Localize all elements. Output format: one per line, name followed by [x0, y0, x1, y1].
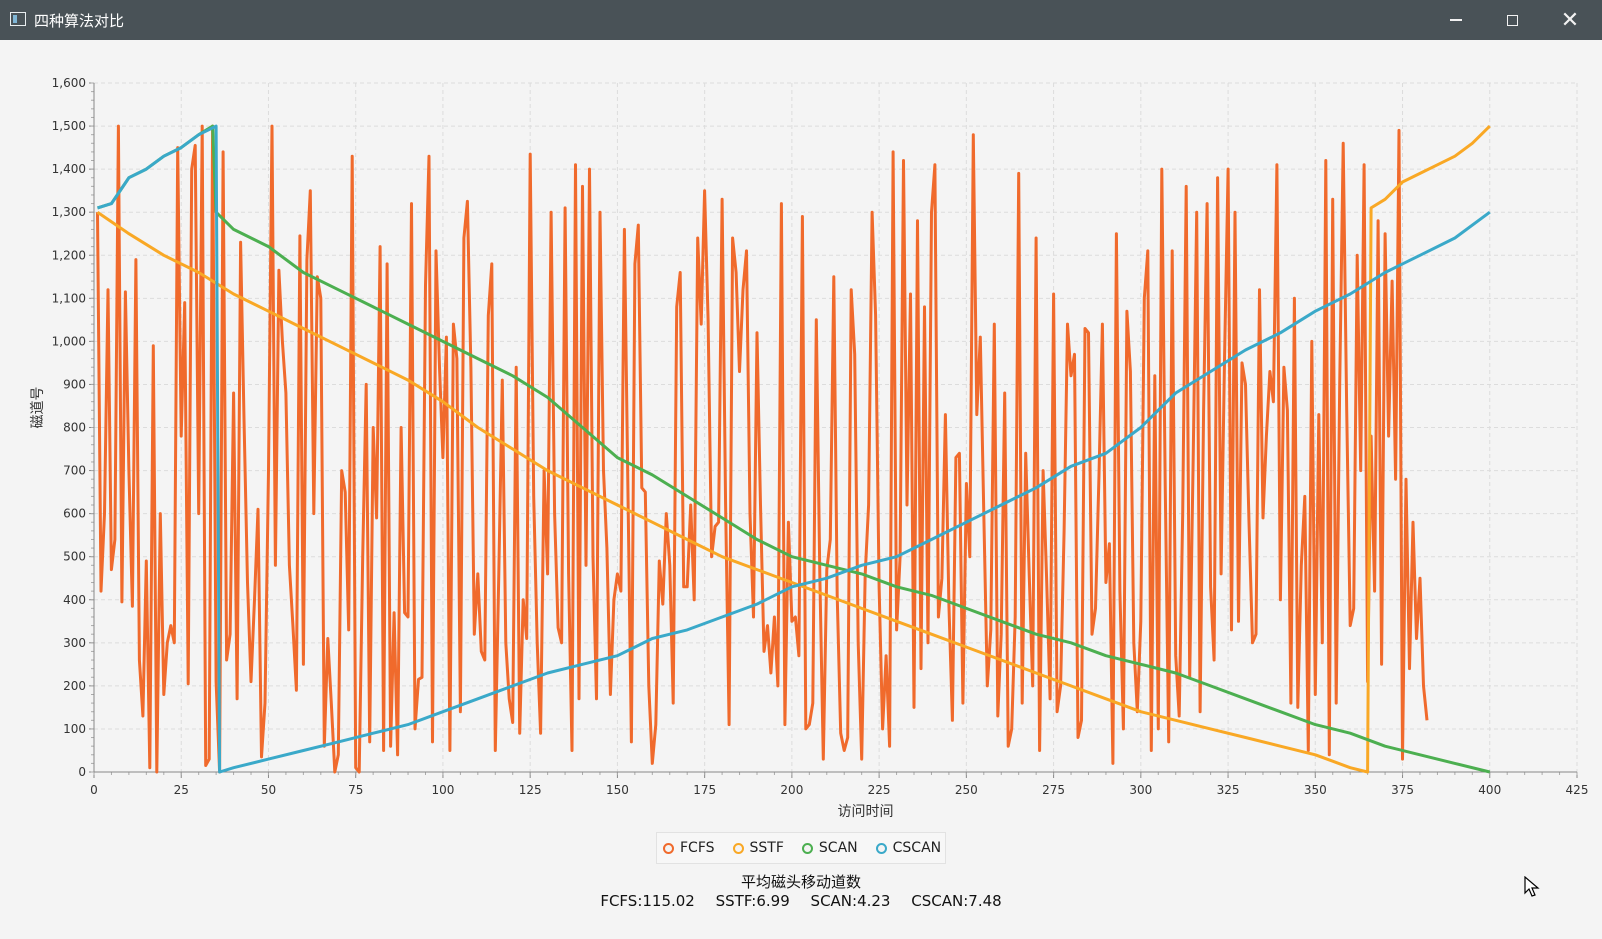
close-button[interactable]: ✕ [1542, 0, 1598, 40]
x-tick-label: 75 [348, 783, 363, 797]
x-tick-label: 200 [780, 783, 803, 797]
x-tick-label: 350 [1304, 783, 1327, 797]
x-tick-label: 50 [261, 783, 276, 797]
y-tick-label: 1,400 [52, 162, 86, 176]
legend-sstf-symbol [732, 842, 744, 854]
legend-fcfs-symbol [663, 842, 674, 854]
y-tick-label: 0 [78, 765, 86, 779]
avg-sstf: SSTF:6.99 [715, 892, 790, 910]
y-tick-label: 800 [63, 421, 86, 435]
maximize-button[interactable] [1484, 0, 1540, 40]
legend-item-cscan[interactable]: CSCAN [875, 840, 942, 856]
y-tick-label: 1,500 [52, 119, 86, 133]
average-seek-title: 平均磁头移动道数 [740, 873, 861, 891]
legend-item-fcfs[interactable]: FCFS [663, 840, 715, 856]
x-tick-label: 225 [868, 783, 891, 797]
y-tick-label: 1,000 [52, 334, 86, 348]
x-tick-label: 0 [90, 783, 98, 797]
avg-fcfs: FCFS:115.02 [600, 892, 695, 910]
avg-cscan: CSCAN:7.48 [911, 892, 1002, 910]
x-tick-label: 425 [1566, 783, 1589, 797]
series-line-scan [97, 124, 1491, 774]
y-tick-label: 1,100 [52, 291, 86, 305]
x-tick-label: 25 [174, 783, 189, 797]
y-tick-label: 600 [63, 507, 86, 521]
x-tick-label: 150 [606, 783, 629, 797]
y-tick-label: 1,200 [52, 248, 86, 262]
x-tick-label: 300 [1129, 783, 1152, 797]
legend-label: SSTF [749, 840, 784, 856]
x-tick-label: 325 [1217, 783, 1240, 797]
x-tick-label: 175 [693, 783, 716, 797]
x-tick-label: 250 [955, 783, 978, 797]
mouse-cursor-icon [1524, 876, 1540, 897]
window-app-icon [10, 12, 26, 26]
line-chart: 01002003004005006007008009001,0001,1001,… [30, 76, 1589, 820]
legend-scan-symbol [801, 842, 813, 854]
y-tick-label: 300 [63, 636, 86, 650]
y-tick-label: 400 [63, 593, 86, 607]
close-icon: ✕ [1560, 7, 1580, 33]
x-tick-label: 100 [431, 783, 454, 797]
title-bar[interactable]: 四种算法对比 ✕ [0, 0, 1602, 40]
x-tick-label: 125 [519, 783, 542, 797]
average-seek-values: FCFS:115.02 SSTF:6.99 SCAN:4.23 CSCAN:7.… [0, 892, 1602, 910]
y-tick-label: 500 [63, 550, 86, 564]
chart-legend: FCFS SSTF SCAN CSCAN [656, 832, 946, 864]
maximize-icon [1506, 14, 1518, 26]
y-tick-label: 200 [63, 679, 86, 693]
legend-label: FCFS [680, 840, 715, 856]
legend-cscan-symbol [875, 842, 887, 854]
y-tick-label: 100 [63, 722, 86, 736]
y-tick-label: 1,600 [52, 76, 86, 90]
avg-scan: SCAN:4.23 [810, 892, 891, 910]
x-tick-label: 375 [1391, 783, 1414, 797]
legend-label: SCAN [818, 840, 858, 856]
series-line-fcfs [96, 124, 1429, 774]
x-axis-title: 访问时间 [838, 804, 894, 820]
legend-item-scan[interactable]: SCAN [801, 840, 858, 856]
y-tick-label: 1,300 [52, 205, 86, 219]
legend-item-sstf[interactable]: SSTF [732, 840, 784, 856]
y-axis-title: 磁道号 [30, 387, 46, 429]
legend-label: CSCAN [892, 840, 942, 856]
y-tick-label: 900 [63, 377, 86, 391]
x-tick-label: 275 [1042, 783, 1065, 797]
window-title: 四种算法对比 [34, 12, 125, 30]
minimize-button[interactable] [1428, 0, 1484, 40]
series-line-sstf [96, 125, 1491, 774]
series-line-cscan [97, 124, 1491, 774]
y-tick-label: 700 [63, 464, 86, 478]
minimize-icon [1450, 19, 1462, 21]
x-tick-label: 400 [1478, 783, 1501, 797]
